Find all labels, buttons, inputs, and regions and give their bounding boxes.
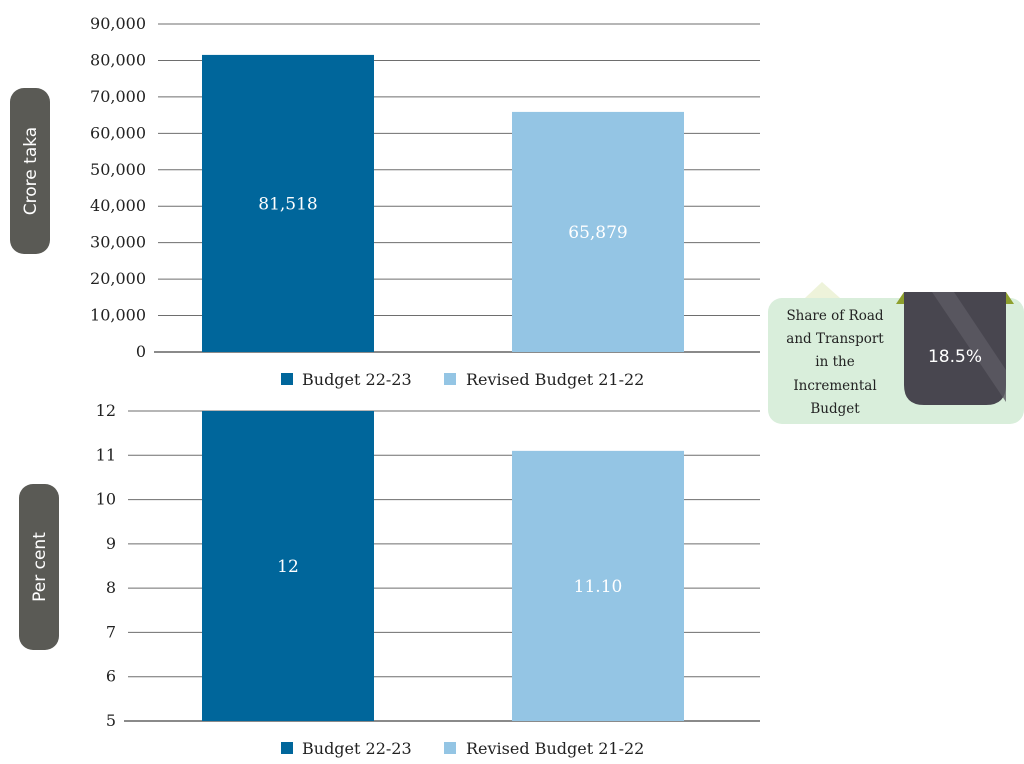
bar-data-label: 11.10 [574, 577, 623, 597]
callout-pointer [805, 282, 840, 298]
y-tick-label: 10,000 [90, 306, 146, 325]
y-axis-ticks: 0 10,000 20,000 30,000 40,000 50,000 60,000 70,… [90, 14, 146, 361]
y-tick-label: 12 [96, 401, 116, 420]
callout-text: Share of Road and Transport in the Incre… [786, 308, 884, 417]
y-tick-label: 70,000 [90, 87, 146, 106]
chart-bars: 12 11.10 [202, 411, 684, 721]
y-tick-label: 0 [136, 342, 146, 361]
callout-text-line: in the [815, 354, 854, 370]
legend-label-budget-22-23: Budget 22-23 [302, 739, 412, 758]
y-tick-label: 11 [96, 445, 116, 464]
y-tick-label: 30,000 [90, 233, 146, 252]
y-tick-label: 50,000 [90, 160, 146, 179]
bar-data-label: 81,518 [258, 194, 317, 214]
legend-swatch-revised-budget-21-22 [444, 373, 456, 385]
bar-revised-budget-21-22 [512, 450, 684, 721]
y-axis-label: Crore taka [10, 88, 50, 254]
callout-text-line: Budget [810, 401, 860, 417]
y-tick-label: 5 [106, 711, 116, 730]
legend-swatch-budget-22-23 [281, 742, 293, 754]
y-tick-label: 20,000 [90, 269, 146, 288]
y-axis-label-text: Per cent [30, 532, 50, 602]
chart-legend: Budget 22-23 Revised Budget 21-22 [281, 370, 644, 389]
y-tick-label: 80,000 [90, 50, 146, 69]
road-transport-share-callout: Share of Road and Transport in the Incre… [768, 282, 1024, 424]
y-tick-label: 7 [106, 622, 116, 641]
y-tick-label: 90,000 [90, 14, 146, 33]
legend-swatch-budget-22-23 [281, 373, 293, 385]
y-tick-label: 6 [106, 667, 116, 686]
y-tick-label: 8 [106, 578, 116, 597]
callout-value-badge [904, 292, 1006, 405]
bar-data-label: 65,879 [568, 223, 627, 243]
y-tick-label: 40,000 [90, 196, 146, 215]
y-axis-ticks: 5 6 7 8 9 10 11 12 [96, 401, 116, 730]
callout-text-line: and Transport [786, 331, 884, 347]
y-tick-label: 60,000 [90, 123, 146, 142]
legend-label-revised-budget-21-22: Revised Budget 21-22 [466, 739, 644, 758]
callout-text-line: Share of Road [786, 308, 883, 324]
bar-budget-22-23 [202, 411, 374, 721]
chart-legend: Budget 22-23 Revised Budget 21-22 [281, 739, 644, 758]
callout-value: 18.5% [928, 347, 982, 367]
callout-accent-right [1006, 292, 1014, 304]
chart-bars: 81,518 65,879 [202, 54, 684, 353]
y-tick-label: 10 [96, 490, 116, 509]
bar-revised-budget-21-22 [512, 111, 684, 352]
y-axis-label: Per cent [19, 484, 59, 650]
bar-data-label: 12 [277, 557, 299, 577]
legend-swatch-revised-budget-21-22 [444, 742, 456, 754]
y-tick-label: 9 [106, 534, 116, 553]
callout-accent-left [896, 292, 904, 304]
y-axis-label-text: Crore taka [21, 127, 41, 215]
bar-budget-22-23 [202, 54, 374, 353]
per-cent-chart: 5 6 7 8 9 10 11 12 12 11.10 Per cent Budget 22-2… [19, 401, 760, 758]
legend-label-budget-22-23: Budget 22-23 [302, 370, 412, 389]
crore-taka-chart: 0 10,000 20,000 30,000 40,000 50,000 60,000 70,… [10, 14, 760, 389]
legend-label-revised-budget-21-22: Revised Budget 21-22 [466, 370, 644, 389]
callout-text-line: Incremental [793, 378, 876, 394]
callout-badge-shine [932, 292, 1006, 402]
